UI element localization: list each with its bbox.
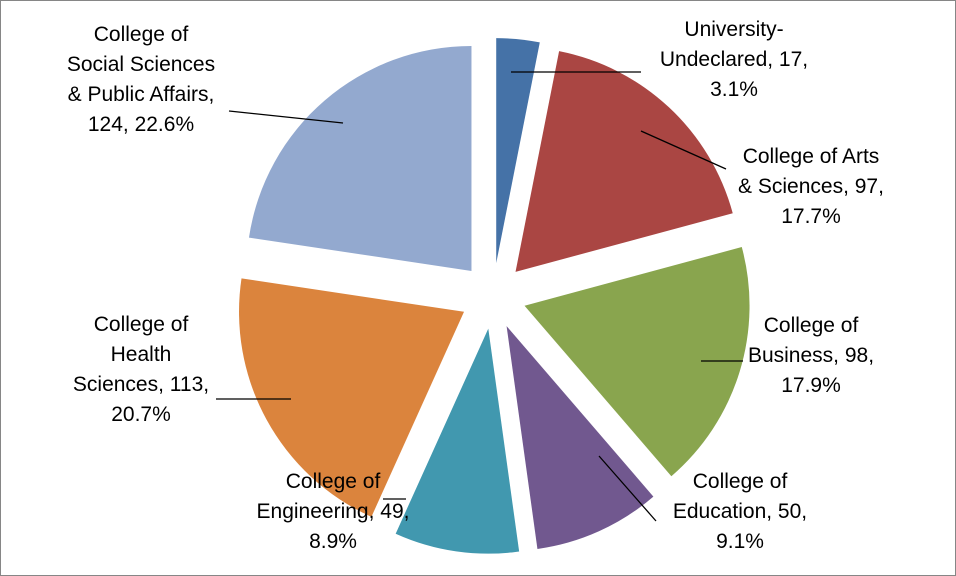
slices-layer <box>239 38 750 554</box>
data-label-line: College of <box>94 313 189 336</box>
data-labels-layer: University- Undeclared, 17, 3.1% College of… <box>67 18 884 553</box>
data-label-line: 17.7% <box>781 205 841 228</box>
data-label: College of Arts & Sciences, 97, 17.7% <box>738 145 884 228</box>
data-label-line: 17.9% <box>781 374 841 397</box>
pie-slice <box>395 328 520 554</box>
data-label: University- Undeclared, 17, 3.1% <box>660 18 808 101</box>
data-label-line: 124, 22.6% <box>88 113 194 136</box>
data-label-line: College of <box>764 314 859 337</box>
leader-line <box>598 455 657 522</box>
data-label-line: College of Arts <box>743 145 880 168</box>
data-label-line: College of <box>693 470 788 493</box>
data-label: College of Education, 50, 9.1% <box>673 470 807 553</box>
pie-slice <box>506 326 654 549</box>
data-label-line: & Public Affairs, <box>68 83 215 106</box>
data-label-line: 20.7% <box>111 403 171 426</box>
leader-line <box>640 130 727 170</box>
data-label-line: & Sciences, 97, <box>738 175 884 198</box>
data-label: College of Engineering, 49, 8.9% <box>257 470 410 553</box>
data-label: College of Health Sciences, 113, 20.7% <box>73 313 209 426</box>
data-label-line: 9.1% <box>716 530 764 553</box>
data-label-line: Business, 98, <box>748 344 874 367</box>
data-label: College of Business, 98, 17.9% <box>748 314 874 397</box>
leader-line <box>228 110 344 124</box>
pie-slice <box>248 45 472 271</box>
data-label-line: Social Sciences <box>67 53 215 76</box>
data-label-line: 3.1% <box>710 78 758 101</box>
data-label: College of Social Sciences & Public Affair… <box>67 23 215 136</box>
data-label-line: College of <box>286 470 381 493</box>
data-label-line: College of <box>94 23 189 46</box>
data-label-line: University- <box>684 18 783 41</box>
data-label-line: Engineering, 49, <box>257 500 410 523</box>
pie-slice <box>239 278 465 517</box>
pie-slice <box>515 51 733 272</box>
pie-slice <box>524 247 750 477</box>
data-label-line: Sciences, 113, <box>73 373 209 396</box>
data-label-line: Undeclared, 17, <box>660 48 808 71</box>
data-label-line: 8.9% <box>309 530 357 553</box>
pie-slice <box>496 38 540 264</box>
leader-lines-layer <box>216 71 743 522</box>
data-label-line: Education, 50, <box>673 500 807 523</box>
data-label-line: Health <box>111 343 172 366</box>
